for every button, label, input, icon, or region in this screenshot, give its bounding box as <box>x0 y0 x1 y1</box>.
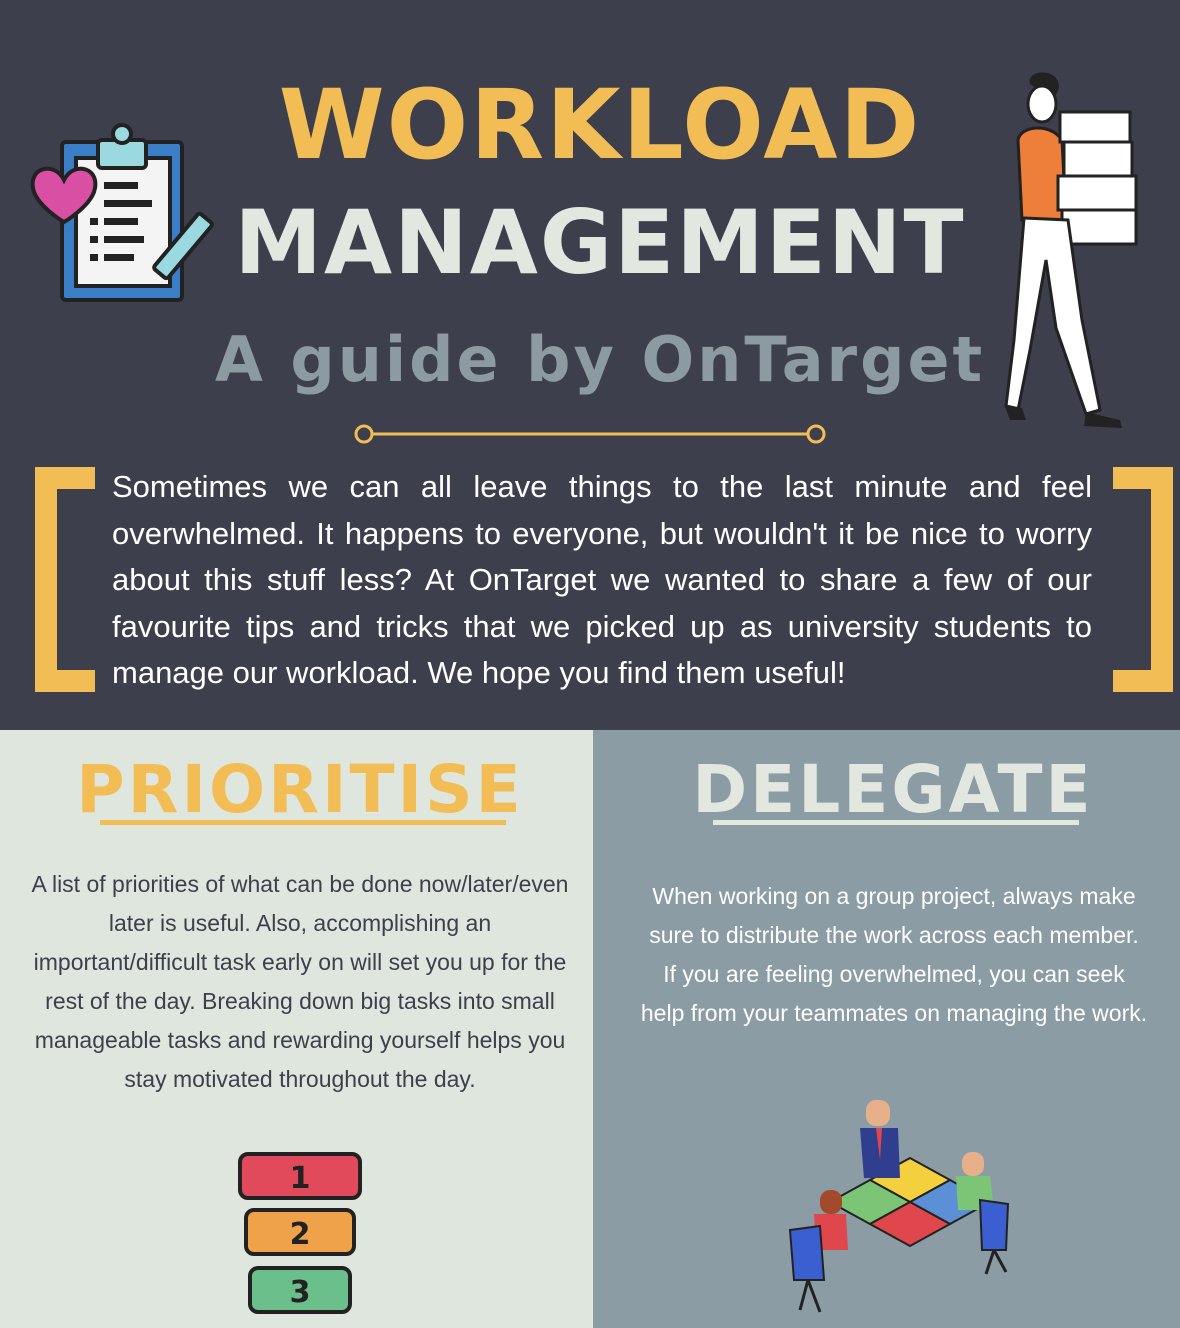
title-line-1: WORKLOAD <box>278 69 922 181</box>
subtitle: A guide by OnTarget <box>214 323 986 396</box>
delegate-heading: DELEGATE <box>692 751 1094 828</box>
delegate-body: When working on a group project, always … <box>640 883 1148 1026</box>
clipboard-heart-icon <box>30 123 214 302</box>
team-puzzle-illustration <box>788 1100 1010 1313</box>
prioritise-underline <box>100 820 506 825</box>
priority-badge-2-label: 2 <box>290 1217 311 1252</box>
divider-line <box>354 424 826 444</box>
right-bracket <box>1113 467 1173 692</box>
prioritise-body: A list of priorities of what can be done… <box>31 871 569 1092</box>
priority-badge-2 <box>244 1208 356 1256</box>
header-section <box>0 0 1180 730</box>
title-line-2: MANAGEMENT <box>234 191 966 294</box>
priority-badge-1-label: 1 <box>290 1161 311 1196</box>
left-bracket <box>35 467 95 692</box>
priority-badge-1 <box>238 1152 362 1200</box>
priority-badge-3-label: 3 <box>290 1275 311 1310</box>
delegate-underline <box>713 820 1079 825</box>
man-carrying-papers-illustration <box>1004 72 1138 428</box>
priority-badge-3 <box>248 1266 352 1314</box>
prioritise-heading: PRIORITISE <box>76 751 524 828</box>
priority-badges: 1 2 3 <box>238 1152 362 1314</box>
intro-paragraph: Sometimes we can all leave things to the… <box>112 469 1092 690</box>
